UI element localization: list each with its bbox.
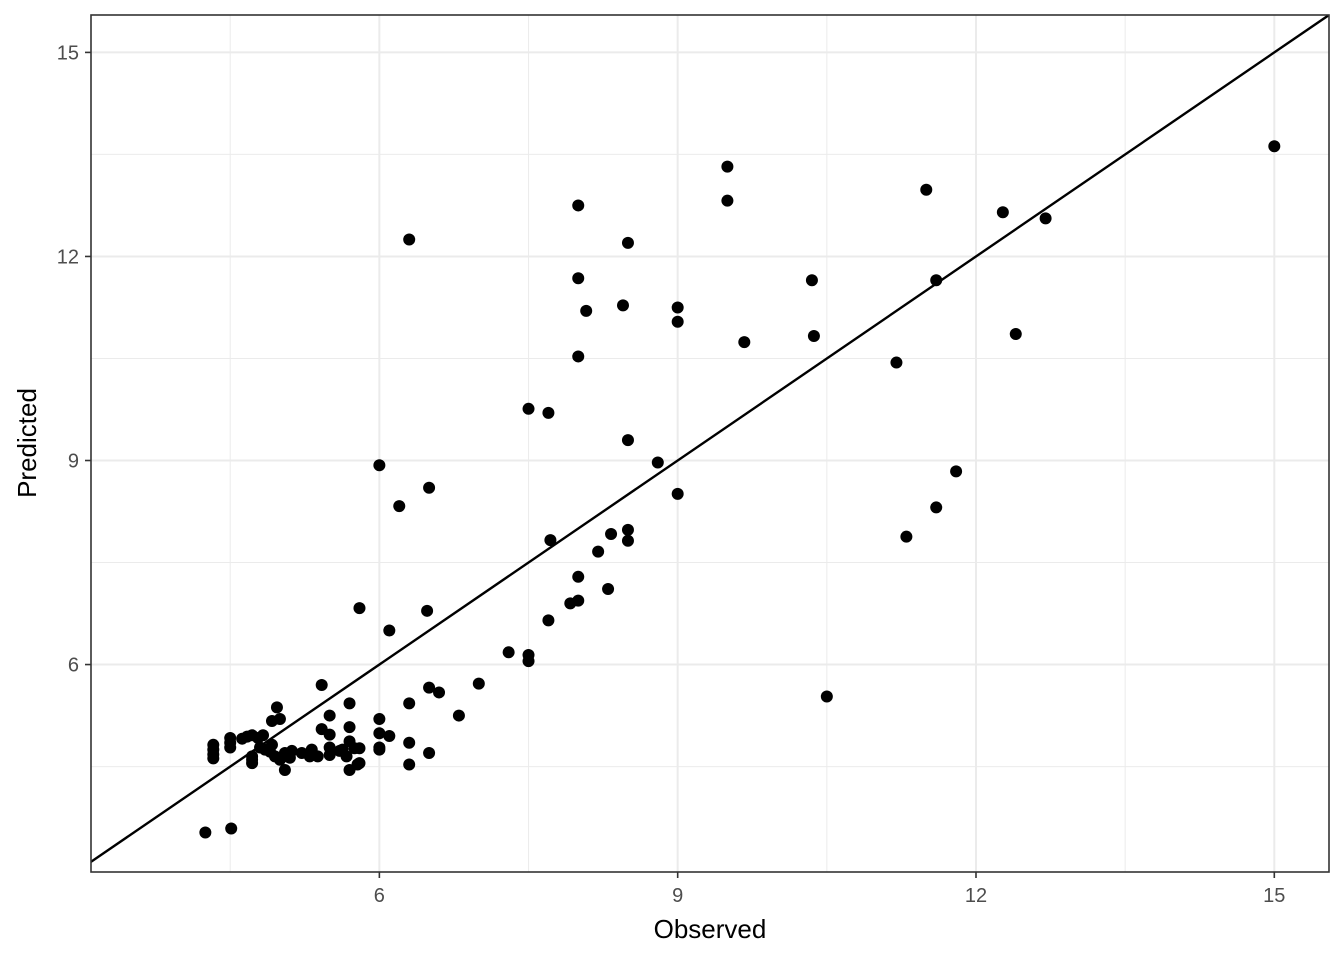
- data-point: [246, 757, 259, 770]
- data-point: [1039, 212, 1052, 225]
- data-point: [542, 614, 555, 627]
- data-point: [224, 741, 237, 754]
- data-point: [340, 750, 353, 763]
- data-point: [592, 545, 605, 558]
- data-point: [403, 233, 416, 246]
- data-point: [353, 602, 366, 615]
- data-point: [403, 736, 416, 749]
- data-point: [257, 729, 270, 742]
- data-point: [522, 402, 535, 415]
- data-point: [502, 646, 515, 659]
- data-point: [721, 160, 734, 173]
- data-point: [621, 236, 634, 249]
- data-point: [1268, 140, 1281, 153]
- data-point: [671, 315, 684, 328]
- data-point: [353, 742, 366, 755]
- data-point: [421, 604, 434, 617]
- data-point: [323, 709, 336, 722]
- data-point: [820, 690, 833, 703]
- data-point: [621, 534, 634, 547]
- data-point: [930, 501, 943, 514]
- y-tick-label: 6: [68, 655, 79, 677]
- data-point: [393, 500, 406, 513]
- data-point: [1009, 327, 1022, 340]
- data-point: [572, 594, 585, 607]
- data-point: [572, 570, 585, 583]
- x-tick-label: 15: [1263, 885, 1285, 907]
- data-point: [323, 728, 336, 741]
- data-point: [273, 712, 286, 725]
- y-axis: 6 9 12 15: [57, 42, 91, 677]
- data-point: [920, 183, 933, 196]
- x-tick-label: 6: [374, 885, 385, 907]
- data-point: [721, 194, 734, 207]
- data-point: [423, 481, 436, 494]
- data-point: [199, 826, 212, 839]
- data-point: [323, 749, 336, 762]
- data-point: [621, 434, 634, 447]
- major-gridlines: [91, 15, 1329, 872]
- data-point: [311, 750, 324, 763]
- data-point: [423, 746, 436, 759]
- data-point: [580, 304, 593, 317]
- data-point: [403, 697, 416, 710]
- data-point: [343, 721, 356, 734]
- identity-reference-line: [91, 15, 1329, 864]
- data-point: [472, 677, 485, 690]
- data-point: [572, 272, 585, 285]
- data-point: [544, 534, 557, 547]
- data-point: [602, 583, 615, 596]
- data-point: [572, 199, 585, 212]
- x-axis-title: Observed: [654, 914, 767, 944]
- data-point: [278, 763, 291, 776]
- data-point: [522, 655, 535, 668]
- data-point: [807, 330, 820, 343]
- data-points: [199, 140, 1281, 839]
- minor-gridlines: [91, 15, 1329, 872]
- data-point: [616, 299, 629, 312]
- data-point: [373, 712, 386, 725]
- data-point: [452, 709, 465, 722]
- data-point: [343, 697, 356, 710]
- data-point: [542, 406, 555, 419]
- y-tick-label: 12: [57, 246, 79, 268]
- panel-background: [91, 15, 1329, 872]
- data-point: [383, 729, 396, 742]
- data-point: [207, 752, 220, 765]
- data-point: [996, 206, 1009, 219]
- x-axis: 6 9 12 15: [374, 872, 1285, 907]
- data-point: [738, 336, 751, 349]
- y-tick-label: 9: [68, 451, 79, 473]
- data-point: [353, 757, 366, 770]
- data-point: [265, 738, 278, 751]
- data-point: [572, 350, 585, 363]
- data-point: [315, 678, 328, 691]
- data-point: [805, 274, 818, 287]
- data-point: [225, 822, 238, 835]
- data-point: [373, 727, 386, 740]
- data-point: [605, 527, 618, 540]
- data-point: [403, 758, 416, 771]
- data-point: [423, 681, 436, 694]
- data-point: [651, 456, 664, 469]
- data-point: [285, 744, 298, 757]
- data-point: [621, 523, 634, 536]
- data-point: [900, 530, 913, 543]
- data-point: [433, 686, 446, 699]
- data-point: [950, 465, 963, 478]
- data-point: [671, 487, 684, 500]
- y-axis-title: Predicted: [12, 388, 42, 498]
- x-tick-label: 12: [965, 885, 987, 907]
- y-tick-label: 15: [57, 42, 79, 64]
- x-tick-label: 9: [672, 885, 683, 907]
- data-point: [890, 356, 903, 369]
- data-point: [373, 743, 386, 756]
- data-point: [373, 459, 386, 472]
- data-point: [671, 301, 684, 314]
- data-point: [383, 624, 396, 637]
- data-point: [930, 274, 943, 287]
- panel-border: [90, 14, 1330, 873]
- data-point: [270, 701, 283, 714]
